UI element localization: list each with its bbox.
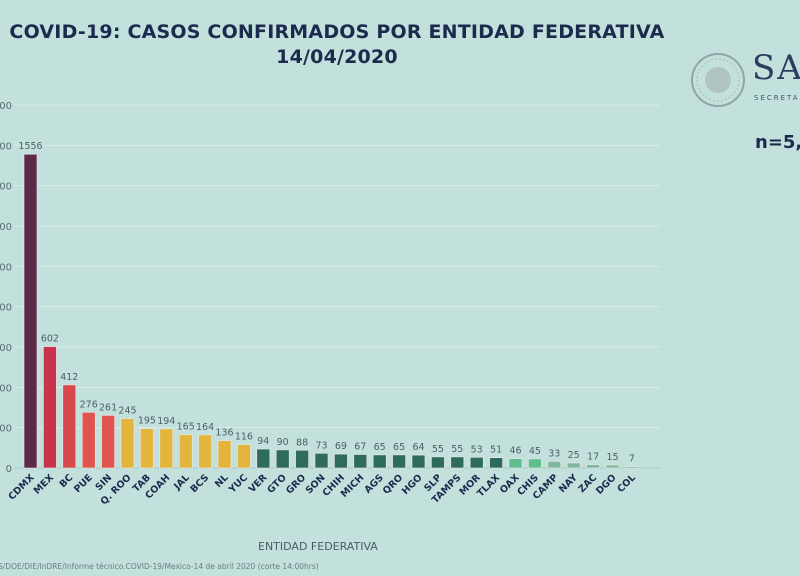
y-tick-label: 800 (0, 303, 12, 314)
bar (450, 456, 465, 469)
bar (120, 418, 135, 469)
data-label: 25 (568, 450, 580, 461)
x-tick-label: AGS (362, 472, 385, 495)
bar (62, 384, 77, 469)
bar (489, 457, 503, 469)
bar (101, 415, 115, 469)
y-tick-label: 200 (0, 424, 12, 435)
data-label: 194 (157, 416, 175, 427)
data-label: 136 (215, 428, 233, 439)
data-label: 51 (490, 445, 502, 456)
chart-title: COVID-19: CASOS CONFIRMADOS POR ENTIDAD … (0, 20, 682, 70)
bar (198, 434, 212, 469)
bar (566, 462, 581, 469)
data-label: 55 (451, 444, 463, 455)
x-tick-label: NAY (557, 472, 580, 495)
bar (508, 458, 523, 469)
data-label: 90 (277, 437, 289, 448)
x-tick-label: BCS (188, 472, 211, 495)
data-label: 195 (138, 416, 156, 427)
data-label: 65 (374, 442, 386, 453)
data-label: 412 (60, 372, 78, 383)
data-label: 53 (471, 444, 483, 455)
x-tick-label: COL (615, 472, 638, 495)
data-label: 67 (354, 441, 366, 452)
y-tick-label: 1800 (0, 101, 12, 112)
x-tick-label: YUC (226, 472, 250, 496)
x-tick-label: QRO (381, 472, 405, 496)
x-tick-label: JAL (171, 472, 191, 492)
bar (625, 466, 639, 469)
bar (275, 449, 290, 469)
x-tick-label: DGO (594, 472, 619, 497)
bar (372, 454, 387, 469)
bar (411, 454, 426, 469)
data-label: 65 (393, 442, 405, 453)
y-tick-label: 1000 (0, 262, 12, 273)
source-footnote: S/DOE/DIE/InDRE/Informe técnico.COVID-19… (0, 562, 319, 571)
x-tick-label: GTO (265, 472, 288, 495)
y-tick-label: 1600 (0, 141, 12, 152)
logo-text: SA (752, 48, 800, 88)
data-label: 261 (99, 402, 117, 413)
bar (547, 461, 562, 469)
bar (528, 458, 542, 469)
title-date: 14/04/2020 (276, 46, 398, 68)
x-axis-label: ENTIDAD FEDERATIVA (258, 540, 378, 553)
bar (295, 449, 309, 469)
data-label: 46 (509, 446, 521, 457)
x-tick-label: VER (247, 472, 270, 495)
y-tick-label: 600 (0, 343, 12, 354)
seal-logo-icon (690, 52, 746, 112)
bar (81, 412, 96, 469)
data-label: 116 (235, 432, 253, 443)
y-tick-label: 400 (0, 383, 12, 394)
data-label: 64 (412, 442, 424, 453)
data-label: 602 (41, 334, 59, 345)
data-label: 15 (606, 452, 618, 463)
bar (23, 153, 38, 469)
x-tick-label: HGO (400, 472, 425, 497)
bar (256, 448, 271, 469)
sample-size-label: n=5, (755, 132, 800, 153)
data-label: 73 (315, 440, 327, 451)
x-tick-label: GRO (284, 472, 308, 496)
bar (586, 464, 600, 469)
data-label: 1556 (18, 141, 42, 152)
bar (217, 440, 232, 469)
data-label: 164 (196, 422, 214, 433)
bar (159, 428, 174, 469)
bar (43, 346, 57, 469)
data-label: 94 (257, 436, 269, 447)
bar (178, 434, 193, 469)
y-tick-label: 1400 (0, 182, 12, 193)
y-tick-label: 0 (6, 464, 12, 475)
data-label: 55 (432, 444, 444, 455)
title-text: COVID-19: CASOS CONFIRMADOS POR ENTIDAD … (9, 21, 665, 43)
bar (605, 464, 620, 469)
data-label: 17 (587, 452, 599, 463)
logo-subtext: SECRETA (754, 94, 800, 102)
data-label: 33 (548, 448, 560, 459)
bar (353, 454, 368, 469)
data-label: 276 (80, 399, 98, 410)
x-tick-label: TLAX (475, 472, 502, 499)
bar (314, 452, 329, 469)
bar (392, 454, 406, 469)
bar (469, 457, 484, 469)
y-tick-label: 1200 (0, 222, 12, 233)
data-label: 165 (177, 422, 195, 433)
bar (140, 428, 154, 469)
data-label: 45 (529, 446, 541, 457)
data-label: 69 (335, 441, 347, 452)
x-tick-label: PUE (72, 472, 95, 495)
bar (431, 456, 445, 469)
data-label: 245 (118, 406, 136, 417)
x-tick-label: MEX (32, 472, 57, 497)
data-label: 7 (629, 454, 635, 465)
bar (334, 453, 348, 469)
bar (237, 444, 251, 469)
data-label: 88 (296, 437, 308, 448)
